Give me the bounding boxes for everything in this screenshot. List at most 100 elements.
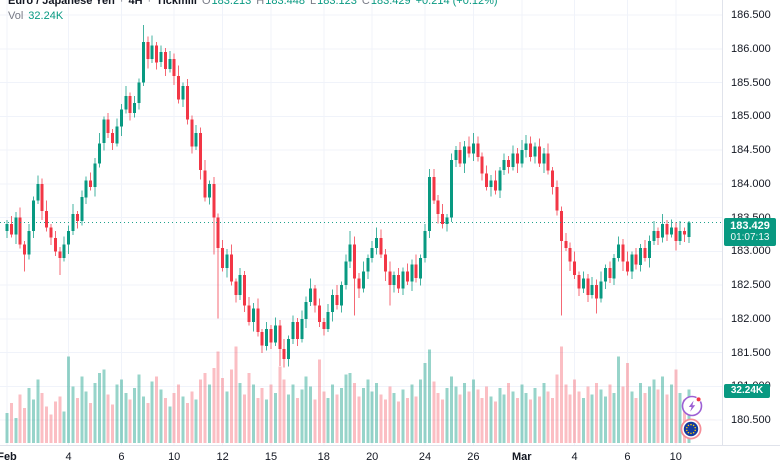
volume-bar — [62, 411, 66, 443]
candle-body — [441, 214, 445, 225]
volume-bar — [225, 391, 229, 443]
volume-bar — [573, 379, 577, 443]
candle-body — [493, 180, 497, 191]
volume-bar — [339, 388, 343, 443]
candle-body — [661, 224, 665, 238]
volume-bar — [71, 386, 75, 443]
price-tick-label: 184.500 — [731, 144, 771, 156]
volume-bar — [419, 379, 423, 443]
volume-bar — [111, 404, 115, 443]
time-tick-label: 24 — [418, 451, 432, 463]
candle-body — [339, 285, 343, 306]
volume-bar — [97, 373, 101, 443]
volume-bar — [436, 393, 440, 443]
flash-event-icon[interactable] — [681, 395, 703, 417]
candle-body — [194, 133, 198, 147]
candle-body — [84, 180, 88, 198]
candle-body — [18, 217, 22, 245]
volume-bar — [269, 384, 273, 443]
candle-body — [75, 214, 79, 221]
candlestick-chart-canvas[interactable] — [0, 0, 722, 445]
eu-economic-event-icon[interactable] — [680, 418, 702, 440]
candle-body — [168, 58, 172, 69]
symbol-title[interactable]: Euro / Japanese Yen — [8, 0, 115, 7]
candle-body — [678, 231, 682, 242]
volume-bar — [463, 383, 467, 443]
candle-body — [133, 102, 137, 113]
time-tick-label: 18 — [317, 451, 330, 463]
volume-bar — [617, 356, 621, 443]
candle-body — [529, 143, 533, 157]
volume-bar — [67, 356, 71, 443]
candle-body — [524, 143, 528, 150]
volume-bar — [75, 398, 79, 443]
volume-bar — [133, 388, 137, 443]
candle-body — [511, 153, 515, 167]
time-tick-label: 4 — [65, 451, 72, 463]
candle-body — [31, 200, 35, 231]
candle-body — [190, 119, 194, 147]
last-price-value: 183.429 — [730, 220, 770, 233]
candle-body — [405, 271, 409, 282]
volume-bar — [392, 393, 396, 443]
candle-body — [137, 82, 141, 103]
candle-body — [639, 247, 643, 265]
candle-body — [674, 227, 678, 242]
volume-bar — [273, 393, 277, 443]
volume-bar — [375, 383, 379, 443]
price-scale[interactable]: 180.500181.000181.500182.000182.500183.0… — [722, 0, 780, 445]
volume-bar — [502, 394, 506, 443]
time-tick-label: 26 — [467, 451, 480, 463]
candle-body — [568, 247, 572, 262]
candle-body — [643, 247, 647, 258]
volume-row: Vol 32.24K — [8, 9, 498, 23]
candle-body — [243, 274, 247, 306]
time-tick-label: 12 — [216, 451, 229, 463]
candle-body — [278, 325, 282, 350]
volume-bar — [581, 398, 585, 443]
data-source-label[interactable]: Tickmill — [156, 0, 197, 7]
candle-body — [537, 146, 541, 164]
last-price-badge: 183.429 01:07:13 — [724, 218, 776, 247]
price-tick-label: 181.500 — [731, 346, 771, 359]
candle-body — [423, 231, 427, 258]
candle-body — [115, 126, 119, 144]
volume-bar — [608, 384, 612, 443]
volume-bar — [445, 388, 449, 443]
candle-body — [357, 278, 361, 289]
volume-bar — [524, 393, 528, 443]
candle-body — [612, 258, 616, 279]
candle-wick — [560, 206, 562, 316]
volume-bar — [128, 399, 132, 443]
volume-bar — [410, 384, 414, 443]
candle-body — [520, 150, 524, 164]
price-tick-label: 186.500 — [731, 9, 771, 21]
volume-bar — [23, 408, 27, 443]
volume-bar — [555, 374, 559, 443]
volume-bar — [181, 396, 185, 443]
high-value: 183.448 — [265, 0, 306, 7]
candle-body — [304, 301, 308, 319]
volume-bar — [89, 403, 93, 443]
volume-bar — [397, 401, 401, 443]
candle-body — [97, 143, 101, 164]
volume-bar — [322, 391, 326, 443]
volume-bar — [361, 388, 365, 443]
candle-body — [181, 85, 185, 100]
volume-bar — [18, 394, 22, 443]
candle-body — [489, 180, 493, 188]
timeframe-label[interactable]: 4H — [128, 0, 143, 7]
volume-bar — [84, 391, 88, 443]
volume-bar — [9, 403, 13, 443]
time-scale[interactable]: Feb 4 6 10 12 15 18 20 24 26 Mar 4 6 10 — [0, 445, 780, 470]
volume-bar — [634, 398, 638, 443]
candle-body — [146, 42, 150, 59]
candle-body — [335, 295, 339, 306]
volume-bar — [498, 388, 502, 443]
volume-bar — [260, 388, 264, 443]
candle-body — [62, 244, 66, 258]
candle-body — [40, 183, 44, 211]
volume-bar — [529, 399, 533, 443]
candle-body — [155, 45, 159, 63]
